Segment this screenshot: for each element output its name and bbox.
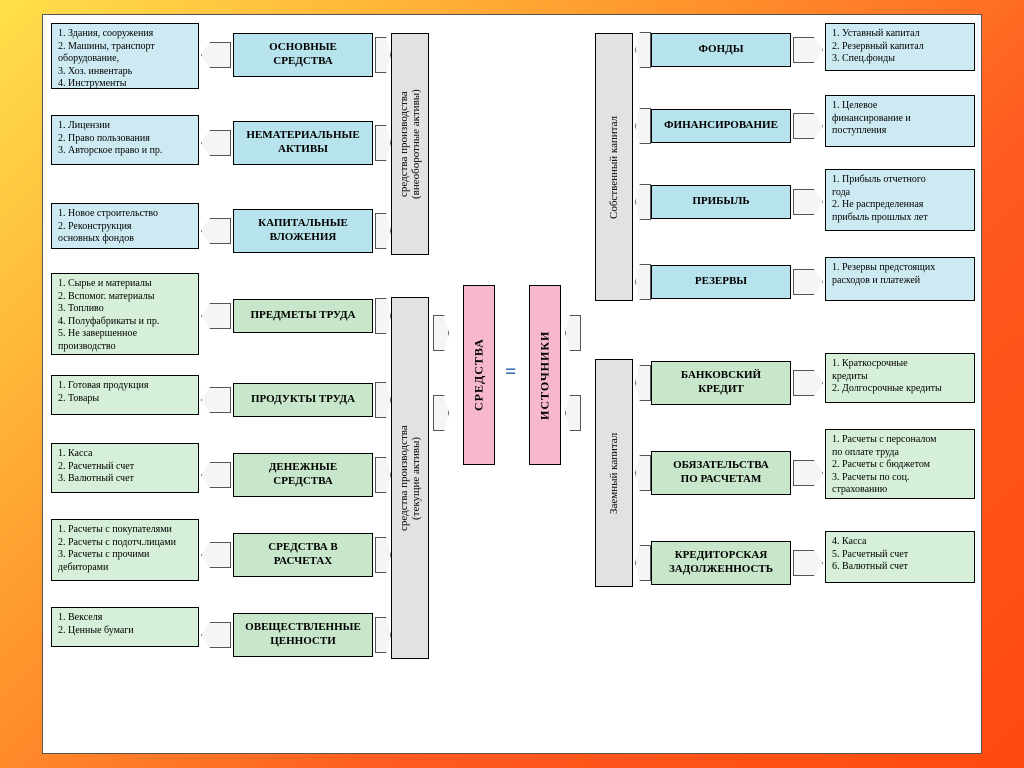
- left-node-7: ОВЕЩЕСТВЛЕННЫЕЦЕННОСТИ: [233, 613, 373, 657]
- arrow-right-in-4: [635, 365, 651, 401]
- arrow-right-in-2: [635, 184, 651, 220]
- arrow-right-in-3: [635, 264, 651, 300]
- left-leaf-7: 1. Векселя2. Ценные бумаги: [51, 607, 199, 647]
- left-node-0: ОСНОВНЫЕСРЕДСТВА: [233, 33, 373, 77]
- right-leaf-0: 1. Уставный капитал2. Резервный капитал3…: [825, 23, 975, 71]
- left-node-6: СРЕДСТВА ВРАСЧЕТАХ: [233, 533, 373, 577]
- right-vert-top: Собственный капитал: [595, 33, 633, 301]
- right-leaf-2: 1. Прибыль отчетного года2. Не распредел…: [825, 169, 975, 231]
- right-node-1: ФИНАНСИРОВАНИЕ: [651, 109, 791, 143]
- right-node-5: ОБЯЗАТЕЛЬСТВАПО РАСЧЕТАМ: [651, 451, 791, 495]
- equals-sign: =: [505, 361, 516, 384]
- arrow-right-in-6: [635, 545, 651, 581]
- arrow-left-in-7: [375, 617, 391, 653]
- left-leaf-1: 1. Лицензии2. Право пользования3. Авторс…: [51, 115, 199, 165]
- right-node-6: КРЕДИТОРСКАЯЗАДОЛЖЕННОСТЬ: [651, 541, 791, 585]
- arrow-right-leaf-0: [793, 37, 823, 63]
- right-node-0: ФОНДЫ: [651, 33, 791, 67]
- left-node-2: КАПИТАЛЬНЫЕВЛОЖЕНИЯ: [233, 209, 373, 253]
- arrow-left-in-1: [375, 125, 391, 161]
- arrow-right-leaf-4: [793, 370, 823, 396]
- left-leaf-5: 1. Касса2. Расчетный счет3. Валютный сче…: [51, 443, 199, 493]
- arrow-left-in-0: [375, 37, 391, 73]
- arrow-left-leaf-0: [201, 42, 231, 68]
- arrow-left-in-3: [375, 298, 391, 334]
- right-leaf-6: 4. Касса5. Расчетный счет6. Валютный сче…: [825, 531, 975, 583]
- left-leaf-0: 1. Здания, сооружения2. Машины, транспор…: [51, 23, 199, 89]
- arrow-left-leaf-3: [201, 303, 231, 329]
- arrow-left-leaf-5: [201, 462, 231, 488]
- right-leaf-3: 1. Резервы предстоящих расходов и платеж…: [825, 257, 975, 301]
- right-vert-bottom: Заемный капитал: [595, 359, 633, 587]
- diagram-canvas: 1. Здания, сооружения2. Машины, транспор…: [42, 14, 982, 754]
- right-leaf-4: 1. Краткосрочные кредиты2. Долгосрочные …: [825, 353, 975, 403]
- arrow-c-vt2: [565, 395, 581, 431]
- arrow-right-leaf-5: [793, 460, 823, 486]
- arrow-right-leaf-2: [793, 189, 823, 215]
- left-node-1: НЕМАТЕРИАЛЬНЫЕАКТИВЫ: [233, 121, 373, 165]
- arrow-left-in-6: [375, 537, 391, 573]
- arrow-vt-c1: [433, 315, 449, 351]
- arrow-right-leaf-3: [793, 269, 823, 295]
- right-leaf-5: 1. Расчеты с персоналом по оплате труда2…: [825, 429, 975, 499]
- left-node-4: ПРОДУКТЫ ТРУДА: [233, 383, 373, 417]
- arrow-right-leaf-1: [793, 113, 823, 139]
- arrow-c-vt1: [565, 315, 581, 351]
- left-vert-bottom: средства производства(текущие активы): [391, 297, 429, 659]
- left-leaf-2: 1. Новое строительство2. Реконструкция о…: [51, 203, 199, 249]
- left-leaf-4: 1. Готовая продукция2. Товары: [51, 375, 199, 415]
- arrow-vt-c2: [433, 395, 449, 431]
- left-node-5: ДЕНЕЖНЫЕСРЕДСТВА: [233, 453, 373, 497]
- central-right: ИСТОЧНИКИ: [529, 285, 561, 465]
- arrow-right-in-5: [635, 455, 651, 491]
- arrow-left-leaf-1: [201, 130, 231, 156]
- left-leaf-3: 1. Сырье и материалы2. Вспомог. материал…: [51, 273, 199, 355]
- left-vert-top: средства производства(внеоборотные актив…: [391, 33, 429, 255]
- right-node-2: ПРИБЫЛЬ: [651, 185, 791, 219]
- arrow-left-leaf-7: [201, 622, 231, 648]
- left-leaf-6: 1. Расчеты с покупателями2. Расчеты с по…: [51, 519, 199, 581]
- arrow-left-leaf-6: [201, 542, 231, 568]
- arrow-left-leaf-2: [201, 218, 231, 244]
- right-leaf-1: 1. Целевое финансирование и поступления: [825, 95, 975, 147]
- central-left: СРЕДСТВА: [463, 285, 495, 465]
- left-node-3: ПРЕДМЕТЫ ТРУДА: [233, 299, 373, 333]
- right-node-4: БАНКОВСКИЙКРЕДИТ: [651, 361, 791, 405]
- arrow-left-in-5: [375, 457, 391, 493]
- arrow-right-in-0: [635, 32, 651, 68]
- right-node-3: РЕЗЕРВЫ: [651, 265, 791, 299]
- arrow-right-leaf-6: [793, 550, 823, 576]
- arrow-left-leaf-4: [201, 387, 231, 413]
- arrow-right-in-1: [635, 108, 651, 144]
- arrow-left-in-4: [375, 382, 391, 418]
- arrow-left-in-2: [375, 213, 391, 249]
